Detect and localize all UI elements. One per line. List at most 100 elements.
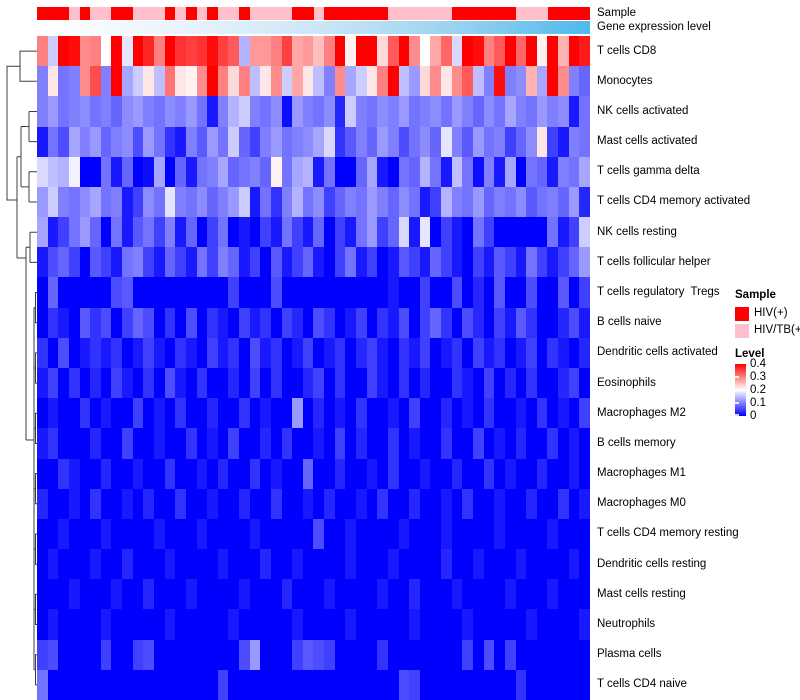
heatmap-cell — [175, 518, 186, 550]
heatmap-cell — [153, 669, 165, 700]
heatmap-cell — [228, 669, 240, 700]
heatmap-cell — [536, 156, 548, 187]
heatmap-cell — [37, 639, 48, 670]
heatmap-cell — [473, 609, 484, 640]
heatmap-cell — [547, 398, 559, 429]
heatmap-cell — [483, 488, 495, 519]
heatmap-cell — [483, 36, 495, 67]
heatmap-cell — [281, 669, 293, 700]
heatmap-cell — [58, 488, 69, 519]
heatmap-cell — [164, 458, 176, 489]
heatmap-cell — [387, 307, 399, 338]
heatmap-cell — [515, 488, 527, 519]
heatmap-cell — [334, 96, 346, 127]
heatmap-cell — [260, 217, 271, 248]
heatmap-cell — [196, 156, 208, 187]
heatmap-cell — [504, 36, 516, 67]
heatmap-cell — [515, 669, 527, 700]
heatmap-cell — [409, 549, 420, 580]
heatmap-cell — [462, 217, 474, 248]
heatmap-cell — [292, 398, 303, 429]
heatmap-cell — [122, 488, 133, 519]
heatmap-cell — [473, 669, 484, 700]
sample-annotation-cell — [79, 7, 91, 20]
heatmap-cell — [526, 277, 537, 308]
heatmap-cell — [473, 367, 484, 399]
heatmap-cell — [239, 669, 250, 700]
heatmap-cell — [579, 126, 590, 157]
heatmap-cell — [228, 217, 240, 248]
heatmap-cell — [217, 186, 229, 218]
heatmap-cell — [175, 428, 186, 459]
row-label: Eosinophils — [597, 376, 656, 389]
heatmap-cell — [451, 337, 463, 368]
heatmap-cell — [409, 217, 420, 248]
heatmap-cell — [302, 579, 314, 610]
heatmap-cell — [249, 96, 261, 127]
heatmap-cell — [377, 186, 388, 218]
colorbar-tick-mark — [735, 402, 739, 404]
heatmap-cell — [270, 96, 282, 127]
heatmap-cell — [90, 398, 101, 429]
heatmap-cell — [536, 337, 548, 368]
heatmap-cell — [515, 639, 527, 670]
heatmap-cell — [313, 579, 325, 610]
heatmap-cell — [249, 307, 261, 338]
heatmap-cell — [143, 247, 154, 278]
heatmap-cell — [132, 367, 144, 399]
heatmap-cell — [153, 639, 165, 670]
heatmap-cell — [419, 367, 431, 399]
heatmap-cell — [111, 96, 123, 127]
sample-annotation-cell — [271, 7, 282, 20]
heatmap-cell — [302, 337, 314, 368]
heatmap-cell — [441, 247, 452, 278]
heatmap-cell — [217, 337, 229, 368]
heatmap-cell — [345, 579, 357, 610]
heatmap-cell — [47, 217, 59, 248]
heatmap-cell — [111, 126, 123, 157]
row-label: T cells CD4 naive — [597, 678, 687, 691]
heatmap-cell — [398, 398, 410, 429]
heatmap-cell — [37, 579, 48, 610]
heatmap-cell — [239, 277, 250, 308]
heatmap-cell — [419, 156, 431, 187]
sample-annotation-cell — [239, 7, 250, 20]
heatmap-cell — [196, 217, 208, 248]
heatmap-cell — [79, 307, 91, 338]
row-label: T cells gamma delta — [597, 165, 700, 178]
heatmap-cell — [143, 307, 154, 338]
heatmap-cell — [377, 96, 388, 127]
heatmap-cell — [387, 156, 399, 187]
heatmap-cell — [90, 96, 101, 127]
heatmap-cell — [196, 66, 208, 97]
heatmap-cell — [47, 96, 59, 127]
heatmap-cell — [175, 579, 186, 610]
heatmap-cell — [526, 428, 537, 459]
heatmap-cell — [568, 217, 580, 248]
heatmap-cell — [270, 66, 282, 97]
heatmap-cell — [547, 277, 559, 308]
heatmap-cell — [196, 579, 208, 610]
heatmap-cell — [292, 186, 303, 218]
heatmap-cell — [313, 549, 325, 580]
heatmap-cell — [345, 277, 357, 308]
heatmap-cell — [324, 639, 335, 670]
heatmap-cell — [292, 307, 303, 338]
heatmap-cell — [398, 579, 410, 610]
heatmap-cell — [68, 639, 80, 670]
heatmap-cell — [207, 639, 218, 670]
heatmap-cell — [292, 579, 303, 610]
heatmap-cell — [37, 156, 48, 187]
sample-annotation-cell — [505, 7, 516, 20]
heatmap-cell — [547, 639, 559, 670]
heatmap-cell — [377, 277, 388, 308]
heatmap-cell — [249, 639, 261, 670]
heatmap-cell — [132, 669, 144, 700]
heatmap-cell — [111, 458, 123, 489]
heatmap-cell — [79, 337, 91, 368]
sample-annotation-cell — [303, 7, 314, 20]
heatmap-cell — [122, 66, 133, 97]
gene-expression-annotation-bar — [37, 21, 590, 34]
heatmap-cell — [504, 156, 516, 187]
heatmap-cell — [143, 428, 154, 459]
